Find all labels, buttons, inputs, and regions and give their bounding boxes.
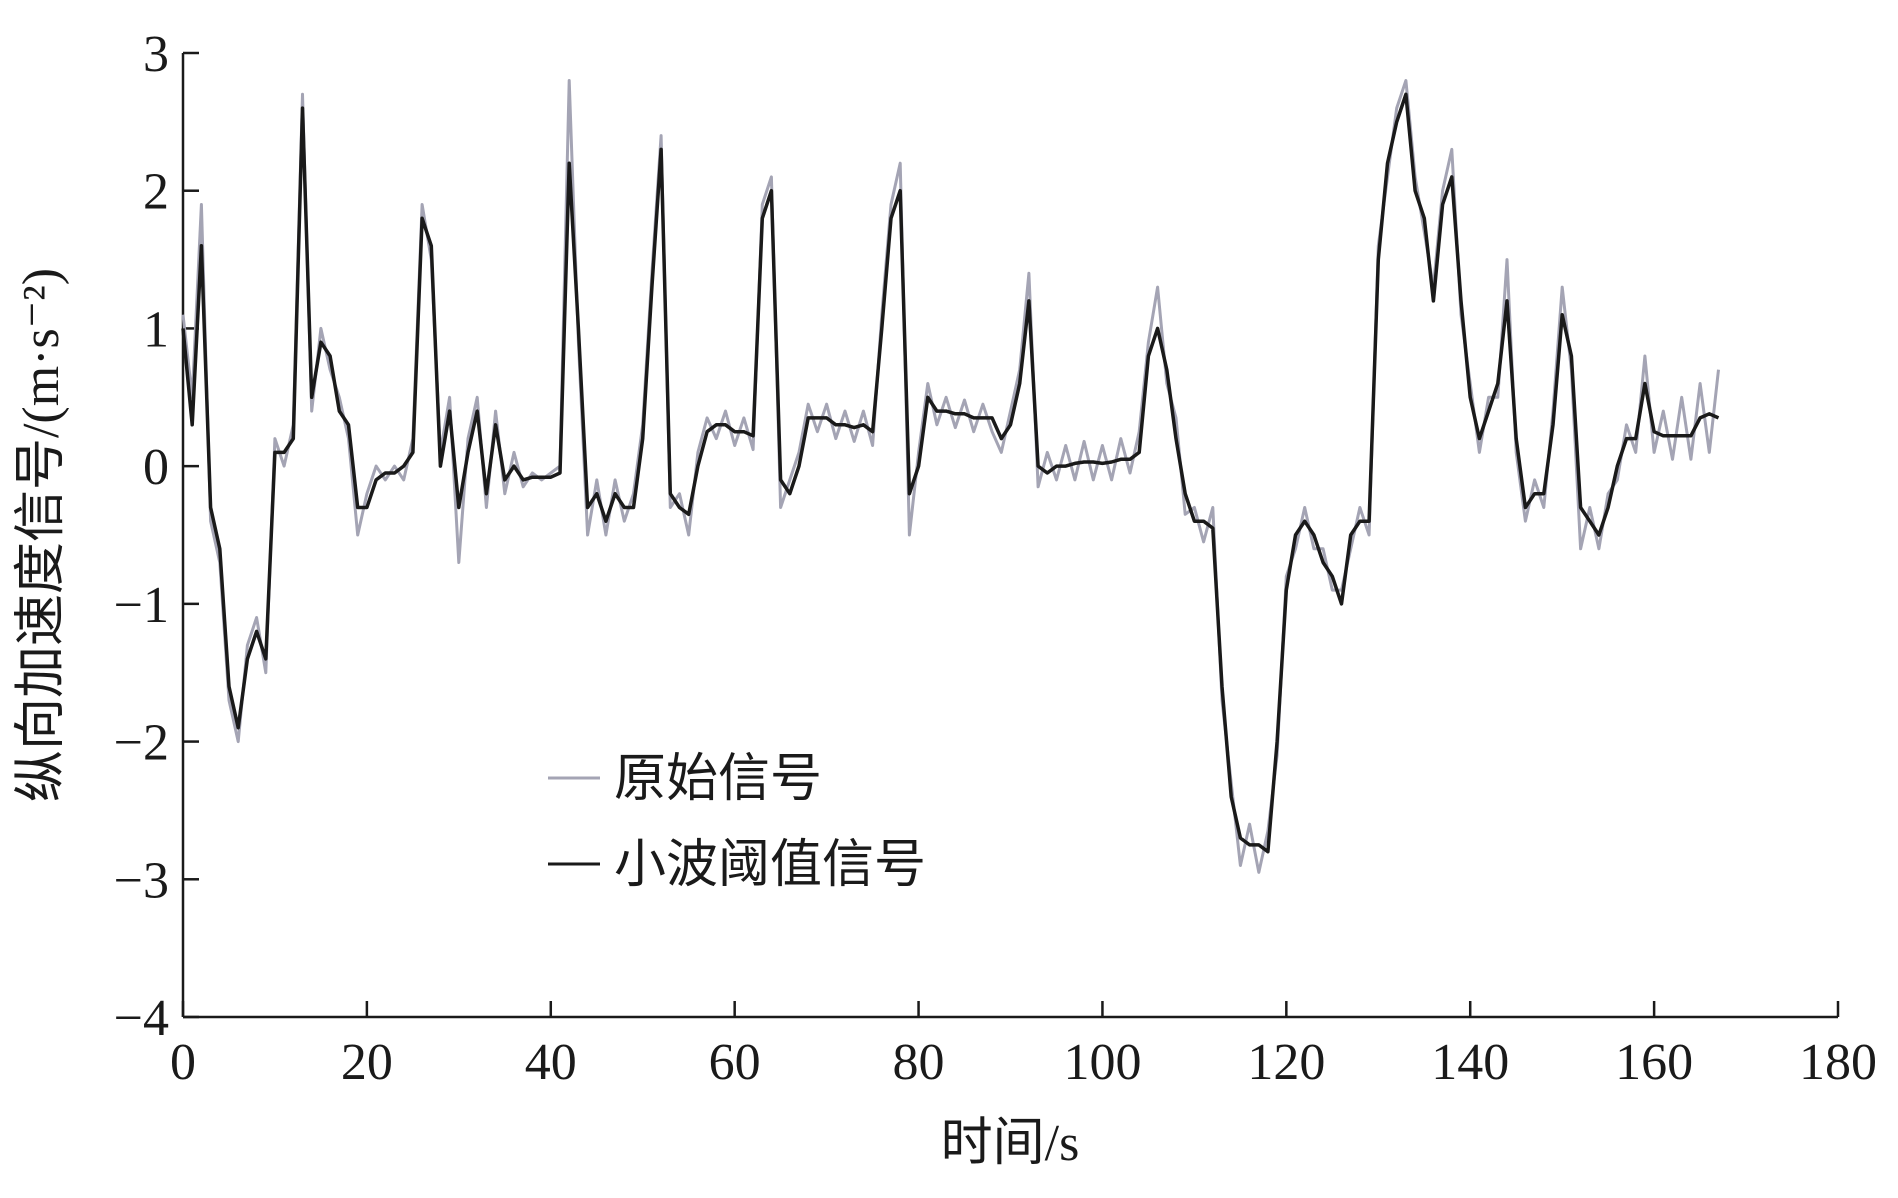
x-tick-label: 60 bbox=[709, 1034, 761, 1091]
y-tick-label: −3 bbox=[114, 852, 169, 909]
x-tick-label: 40 bbox=[525, 1034, 577, 1091]
y-tick-label: 3 bbox=[143, 26, 169, 83]
series-line bbox=[181, 92, 1720, 854]
y-tick-label: 1 bbox=[143, 301, 169, 358]
x-tick-label: 140 bbox=[1431, 1034, 1509, 1091]
legend-label: 原始信号 bbox=[614, 751, 822, 808]
y-tick-label: −1 bbox=[114, 577, 169, 634]
y-tick-label: 0 bbox=[143, 439, 169, 496]
x-tick-label: 180 bbox=[1799, 1034, 1877, 1091]
x-axis-label: 时间/s bbox=[941, 1115, 1080, 1172]
x-tick-label: 0 bbox=[170, 1034, 196, 1091]
y-tick-label: −2 bbox=[114, 715, 169, 772]
series-line bbox=[181, 79, 1720, 874]
y-tick-label: 2 bbox=[143, 164, 169, 221]
y-axis-label: 纵向加速度信号/(m·s⁻²) bbox=[13, 268, 70, 802]
x-tick-label: 120 bbox=[1247, 1034, 1325, 1091]
x-tick-label: 80 bbox=[893, 1034, 945, 1091]
x-tick-label: 160 bbox=[1615, 1034, 1693, 1091]
x-tick-label: 20 bbox=[341, 1034, 393, 1091]
x-tick-label: 100 bbox=[1063, 1034, 1141, 1091]
legend-label: 小波阈值信号 bbox=[614, 837, 926, 894]
y-tick-label: −4 bbox=[114, 990, 169, 1047]
